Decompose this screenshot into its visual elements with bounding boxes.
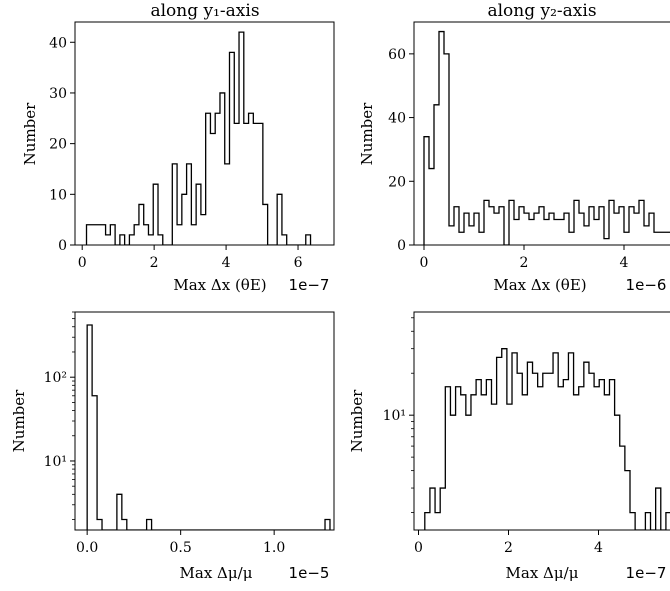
- y-tick-label: 20: [388, 174, 406, 190]
- x-tick-label: 2: [150, 255, 159, 271]
- y-tick-label: 10¹: [44, 454, 67, 470]
- x-axis-label: Max Δx (θE): [173, 276, 266, 294]
- y-tick-label: 10²: [44, 370, 67, 386]
- y-tick-label: 0: [58, 238, 67, 254]
- x-axis-label: Max Δx (θE): [493, 276, 586, 294]
- y-tick-label: 10¹: [383, 408, 406, 424]
- x-tick-label: 0: [420, 255, 429, 271]
- plot-frame: [413, 311, 670, 531]
- x-tick-label: 4: [620, 255, 629, 271]
- histogram-area: [423, 30, 670, 245]
- histogram-area: [424, 348, 670, 530]
- subplot-y2-magnification: 0 2 4 10¹ Max Δμ/μ 1e−7 Number: [348, 311, 670, 582]
- histogram-step: [86, 324, 331, 530]
- x-tick-label: 0.0: [76, 540, 98, 556]
- y-tick-label: 20: [49, 137, 67, 153]
- x-offset-label: 1e−7: [626, 564, 667, 582]
- x-tick-label: 0: [414, 540, 423, 556]
- subplot-y1-magnification: 0.0 0.5 1.0 10¹ 10² Max Δμ/μ 1e−5 Number: [10, 311, 335, 582]
- histogram-step: [85, 31, 312, 245]
- y-axis-label: Number: [358, 102, 376, 165]
- subplot-title: along y₂-axis: [487, 1, 596, 21]
- y-tick-label: 40: [49, 35, 67, 51]
- y-axis-label: Number: [348, 389, 366, 452]
- subplot-title: along y₁-axis: [150, 1, 259, 21]
- x-offset-label: 1e−6: [626, 276, 667, 294]
- x-tick-label: 1.0: [263, 540, 285, 556]
- histogram-step: [423, 30, 670, 245]
- x-tick-label: 6: [294, 255, 303, 271]
- y-tick-label: 0: [397, 238, 406, 254]
- y-tick-label: 10: [49, 187, 67, 203]
- plot-frame: [74, 21, 335, 246]
- plot-frame: [413, 21, 670, 246]
- x-tick-label: 0.5: [170, 540, 192, 556]
- histogram-area: [86, 324, 331, 530]
- plot-frame: [74, 311, 335, 531]
- x-tick-label: 0: [78, 255, 87, 271]
- x-axis-label: Max Δμ/μ: [506, 564, 579, 582]
- histogram-area: [85, 31, 312, 245]
- x-tick-label: 4: [594, 540, 603, 556]
- histogram-step: [424, 348, 670, 530]
- y-tick-label: 60: [388, 47, 406, 63]
- tick-group: 0 2 4 10¹: [383, 317, 603, 556]
- tick-group: 0.0 0.5 1.0 10¹ 10²: [44, 311, 285, 556]
- x-tick-label: 2: [504, 540, 513, 556]
- y-axis-label: Number: [21, 102, 39, 165]
- y-axis-label: Number: [10, 389, 28, 452]
- y-tick-label: 30: [49, 86, 67, 102]
- x-offset-label: 1e−5: [289, 564, 330, 582]
- x-tick-label: 4: [222, 255, 231, 271]
- tick-group: 0 2 4 6 0 10 20 30 40: [49, 35, 302, 271]
- y-tick-label: 40: [388, 111, 406, 127]
- x-offset-label: 1e−7: [289, 276, 330, 294]
- x-tick-label: 2: [520, 255, 529, 271]
- x-axis-label: Max Δμ/μ: [180, 564, 253, 582]
